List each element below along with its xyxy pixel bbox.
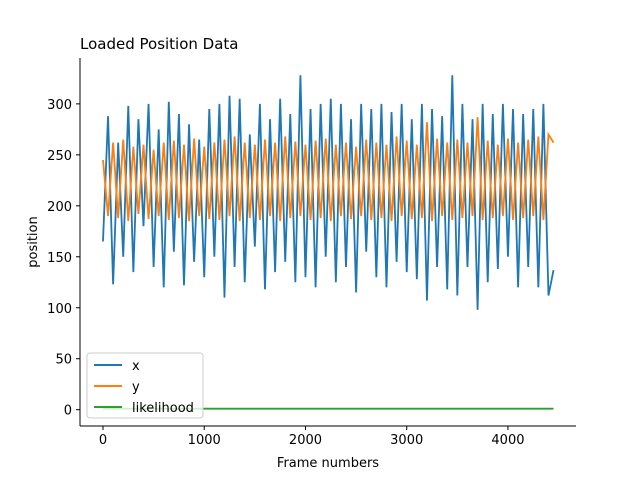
x-tick-label: 4000 — [491, 433, 524, 448]
y-tick-label: 0 — [64, 404, 72, 419]
y-tick-label: 150 — [47, 251, 72, 266]
y-tick-label: 250 — [47, 149, 72, 164]
series-line — [102, 117, 555, 222]
x-tick-label: 0 — [99, 433, 107, 448]
y-tick-label: 100 — [47, 302, 72, 317]
y-tick-label: 300 — [47, 98, 72, 113]
x-tick-label: 1000 — [188, 433, 221, 448]
y-tick-label: 200 — [47, 200, 72, 215]
chart-title: Loaded Position Data — [80, 35, 239, 53]
x-tick-label: 2000 — [289, 433, 322, 448]
y-axis-label: position — [26, 216, 41, 268]
legend-label: y — [132, 380, 140, 395]
legend-box — [86, 352, 204, 419]
x-axis-label: Frame numbers — [277, 456, 379, 471]
legend-label: x — [132, 359, 140, 374]
y-tick-label: 50 — [55, 353, 72, 368]
legend-label: likelihood — [132, 401, 194, 416]
x-tick-label: 3000 — [390, 433, 423, 448]
